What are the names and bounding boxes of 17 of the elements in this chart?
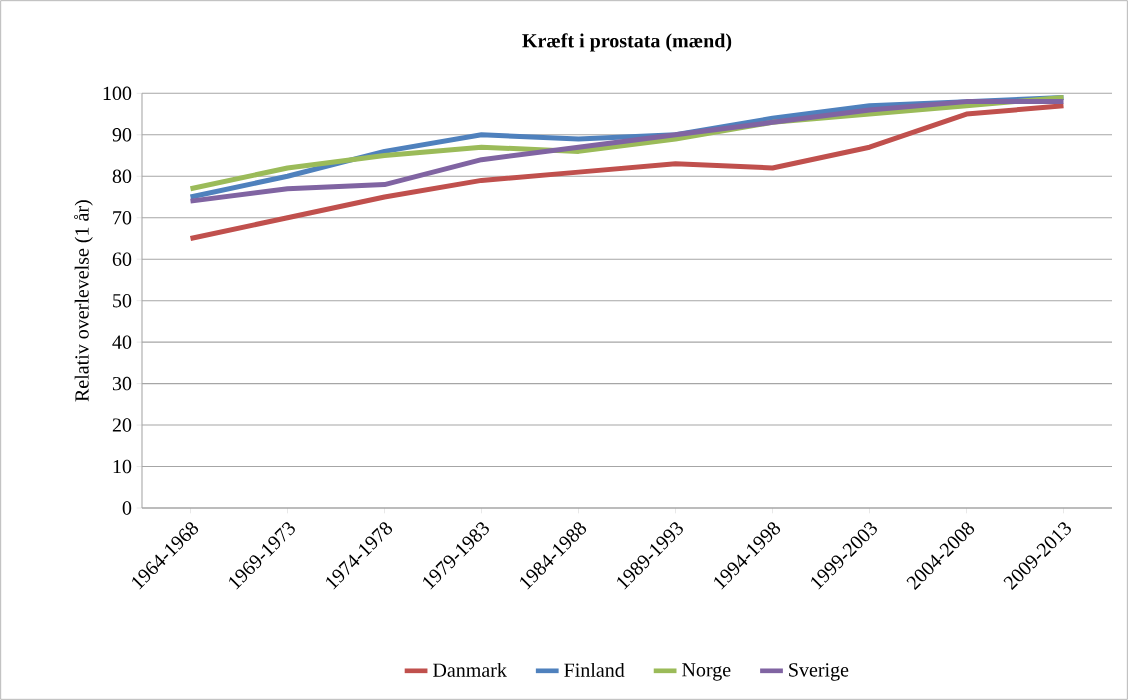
legend-label: Finland <box>564 662 625 677</box>
y-tick-label: 80 <box>112 169 132 183</box>
legend-label: Danmark <box>433 662 507 677</box>
legend-label: Sverige <box>789 663 849 681</box>
y-tick-label: 60 <box>112 252 132 266</box>
y-tick-label: 0 <box>122 501 132 515</box>
y-axis-title: Relativ overlevelse (1 år) <box>74 200 93 402</box>
y-tick-label: 40 <box>112 335 132 349</box>
y-tick-label: 50 <box>113 293 132 308</box>
y-tick-label: 70 <box>113 210 132 225</box>
y-tick-label: 90 <box>112 128 132 142</box>
chart-title: Kræft i prostata (mænd) <box>522 33 732 52</box>
y-tick-label: 100 <box>103 86 132 101</box>
legend-label: Norge <box>682 663 731 681</box>
y-tick-label: 10 <box>113 459 132 474</box>
y-tick-label: 30 <box>112 376 132 391</box>
y-tick-label: 20 <box>112 418 132 432</box>
